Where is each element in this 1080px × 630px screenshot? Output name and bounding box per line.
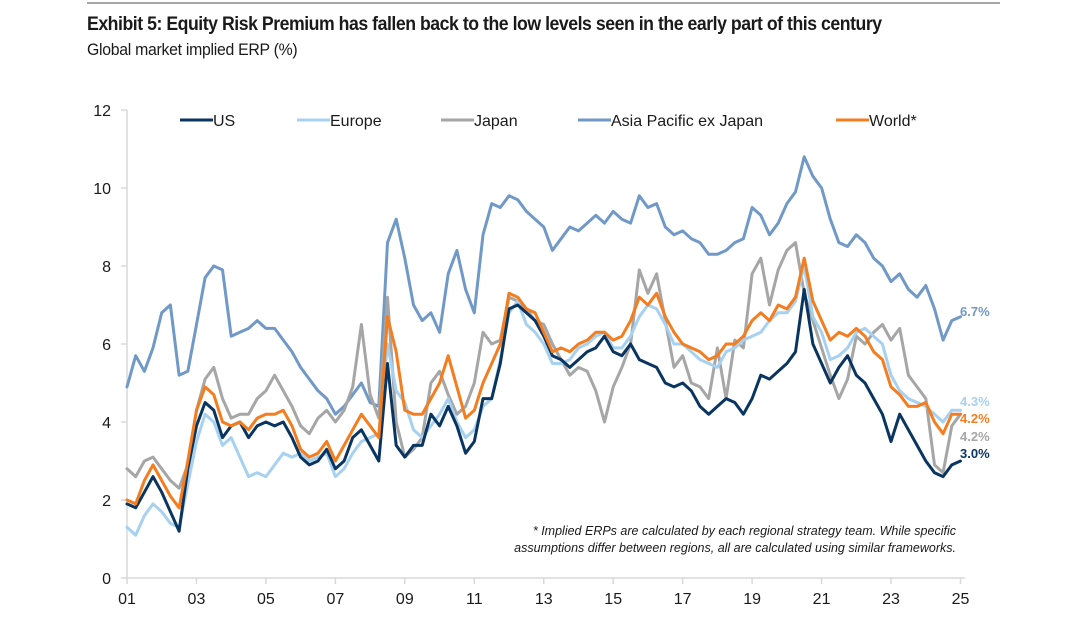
legend-label-asia-pacific-ex-japan: Asia Pacific ex Japan — [611, 113, 763, 130]
x-ticks: 01 03 05 07 09 11 13 15 17 19 21 23 25 — [118, 578, 970, 608]
series-line-japan — [125, 241, 962, 490]
x-tick-label: 17 — [674, 591, 692, 608]
x-tick-label: 19 — [743, 591, 761, 608]
footnote-line-1: * Implied ERPs are calculated by each re… — [533, 524, 957, 538]
series-line-europe — [125, 264, 962, 537]
x-tick-label: 23 — [882, 591, 900, 608]
chart-title: Exhibit 5: Equity Risk Premium has falle… — [87, 14, 882, 35]
legend-label-europe: Europe — [330, 113, 382, 130]
end-label-world: 4.2% — [960, 411, 990, 426]
y-tick-label: 6 — [102, 337, 111, 354]
y-tick-label: 2 — [102, 493, 111, 510]
x-tick-label: 09 — [396, 591, 414, 608]
x-tick-label: 25 — [952, 591, 970, 608]
end-label-europe: 4.3% — [960, 394, 990, 409]
legend-label-japan: Japan — [474, 113, 518, 130]
x-tick-label: 21 — [813, 591, 831, 608]
legend-label-us: US — [213, 113, 235, 130]
end-label-japan: 4.2% — [960, 429, 990, 444]
x-tick-label: 13 — [535, 591, 553, 608]
y-tick-label: 8 — [102, 259, 111, 276]
y-tick-label: 10 — [93, 181, 111, 198]
end-label-asia-pacific-ex-japan: 6.7% — [960, 304, 990, 319]
x-tick-label: 03 — [188, 591, 206, 608]
y-tick-label: 4 — [102, 415, 111, 432]
chart-subtitle: Global market implied ERP (%) — [87, 40, 298, 59]
x-tick-label: 15 — [604, 591, 622, 608]
series-line-asia-pacific-ex-japan — [125, 155, 962, 416]
x-tick-label: 07 — [326, 591, 344, 608]
top-rule — [87, 2, 1000, 4]
legend-label-world: World* — [869, 113, 917, 130]
x-tick-label: 01 — [118, 591, 136, 608]
footnote: * Implied ERPs are calculated by each re… — [514, 524, 957, 555]
x-tick-label: 11 — [466, 591, 483, 608]
x-tick-label: 05 — [257, 591, 275, 608]
end-label-us: 3.0% — [960, 446, 990, 461]
legend: US Europe Japan Asia Pacific ex Japan World* — [180, 113, 917, 130]
series-line-world — [125, 256, 962, 510]
series-lines — [125, 155, 962, 537]
footnote-line-2: assumptions differ between regions, all … — [514, 541, 956, 555]
end-labels: 3.0% 4.3% 4.2% 6.7% 4.2% — [960, 304, 990, 461]
y-tick-label: 0 — [102, 571, 111, 588]
series-line-us — [125, 287, 962, 533]
y-tick-label: 12 — [93, 103, 111, 120]
y-ticks: 0 2 4 6 8 10 12 — [93, 103, 127, 588]
